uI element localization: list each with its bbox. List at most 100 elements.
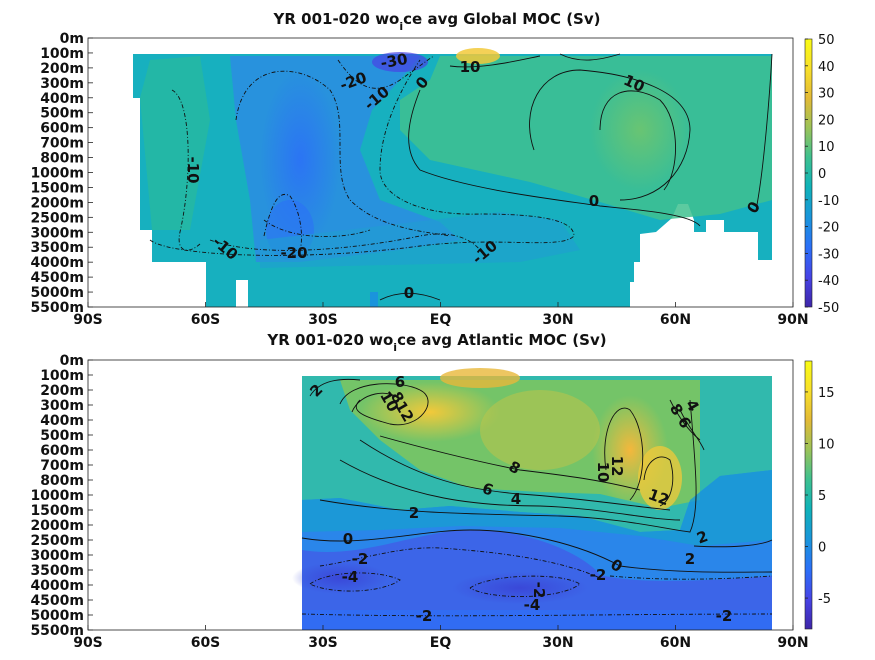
colorbar-tick-label: 40 xyxy=(818,60,835,75)
y-tick-label: 600m xyxy=(40,443,84,459)
x-tick-label: 30S xyxy=(308,312,338,328)
global-moc-colorbar-ticks: 50 40 30 20 10 0 -10 -20 -30 -40 -50 xyxy=(805,33,839,316)
x-tick-label: 90S xyxy=(73,312,103,328)
atlantic-moc-title: YR 001-020 woice avg Atlantic MOC (Sv) xyxy=(266,331,606,354)
x-tick-label: EQ xyxy=(430,635,452,651)
atlantic-moc-field xyxy=(292,368,772,630)
y-tick-label: 5000m xyxy=(30,285,84,301)
atlantic-contour-label: 12 xyxy=(608,456,626,477)
y-tick-label: 200m xyxy=(40,61,84,77)
y-tick-label: 200m xyxy=(40,383,84,399)
y-tick-label: 3500m xyxy=(30,563,84,579)
y-tick-label: 700m xyxy=(40,136,84,152)
y-tick-label: 5500m xyxy=(30,300,84,316)
colorbar-tick-label: -20 xyxy=(818,221,839,236)
colorbar-tick-label: 10 xyxy=(818,140,835,155)
colorbar-tick-label: 10 xyxy=(818,437,835,452)
colorbar-tick-label: 30 xyxy=(818,87,835,102)
y-tick-label: 100m xyxy=(40,368,84,384)
atlantic-contour-label: -2 xyxy=(716,607,733,625)
y-tick-label: 3500m xyxy=(30,240,84,256)
colorbar-tick-label: -30 xyxy=(818,247,839,262)
atlantic-contour-label: -4 xyxy=(524,596,541,614)
atlantic-contour-label: -2 xyxy=(352,550,369,568)
atlantic-moc-x-axis: 90S 60S 30S EQ 30N 60N 90N xyxy=(73,625,809,651)
atlantic-contour-label: 0 xyxy=(343,530,353,548)
y-tick-label: 400m xyxy=(40,413,84,429)
x-tick-label: EQ xyxy=(430,312,452,328)
y-tick-label: 1000m xyxy=(30,166,84,182)
global-moc-panel: YR 001-020 woice avg Global MOC (Sv) xyxy=(30,10,839,328)
y-tick-label: 0m xyxy=(60,353,84,369)
atlantic-contour-label: 2 xyxy=(685,550,695,568)
y-tick-label: 5000m xyxy=(30,608,84,624)
y-tick-label: 2000m xyxy=(30,518,84,534)
x-tick-label: 30N xyxy=(542,635,573,651)
y-tick-label: 500m xyxy=(40,428,84,444)
atlantic-field-mid-band xyxy=(302,470,772,546)
colorbar-tick-label: -50 xyxy=(818,301,839,316)
x-tick-label: 90N xyxy=(777,312,808,328)
y-tick-label: 300m xyxy=(40,76,84,92)
global-contour-label: -20 xyxy=(280,244,307,262)
colorbar-tick-label: -40 xyxy=(818,274,839,289)
y-tick-label: 4000m xyxy=(30,578,84,594)
y-tick-label: 100m xyxy=(40,46,84,62)
atlantic-contour-label: -2 xyxy=(590,566,607,584)
y-tick-label: 500m xyxy=(40,106,84,122)
colorbar-tick-label: 5 xyxy=(818,489,826,504)
global-moc-y-axis: 0m100m200m300m400m500m600m700m800m1000m1… xyxy=(30,31,93,316)
global-contour-label: -30 xyxy=(379,50,409,72)
x-tick-label: 60N xyxy=(660,312,691,328)
y-tick-label: 3000m xyxy=(30,548,84,564)
y-tick-label: 4500m xyxy=(30,593,84,609)
y-tick-label: 800m xyxy=(40,151,84,167)
global-field-strip xyxy=(370,292,378,307)
y-tick-label: 5500m xyxy=(30,623,84,639)
global-contour-label: -10 xyxy=(184,156,202,183)
colorbar-tick-label: -5 xyxy=(818,592,831,607)
global-contour-label: 0 xyxy=(589,192,599,210)
atlantic-moc-panel: YR 001-020 woice avg Atlantic MOC (Sv) xyxy=(30,331,834,651)
global-moc-field xyxy=(133,48,772,307)
colorbar-tick-label: 15 xyxy=(818,386,835,401)
y-tick-label: 800m xyxy=(40,473,84,489)
y-tick-label: 3000m xyxy=(30,225,84,241)
atlantic-contour-label: 4 xyxy=(511,490,521,508)
global-field-lower-band xyxy=(260,212,580,268)
colorbar-tick-label: 50 xyxy=(818,33,835,48)
colorbar-tick-label: 20 xyxy=(818,113,835,128)
global-contour-label: 0 xyxy=(404,284,414,302)
x-tick-label: 30S xyxy=(308,635,338,651)
x-tick-label: 60S xyxy=(191,312,221,328)
atlantic-contour-label: 10 xyxy=(594,462,612,483)
colorbar-tick-label: 0 xyxy=(818,541,826,556)
y-tick-label: 1500m xyxy=(30,180,84,196)
x-tick-label: 30N xyxy=(542,312,573,328)
colorbar-tick-label: -10 xyxy=(818,194,839,209)
y-tick-label: 2500m xyxy=(30,210,84,226)
y-tick-label: 1500m xyxy=(30,503,84,519)
y-tick-label: 0m xyxy=(60,31,84,47)
global-moc-title: YR 001-020 woice avg Global MOC (Sv) xyxy=(273,10,601,33)
global-moc-x-axis: 90S 60S 30S EQ 30N 60N 90N xyxy=(73,302,809,328)
atlantic-moc-colorbar-ticks: 15 10 5 0 -5 xyxy=(805,386,835,607)
y-tick-label: 4500m xyxy=(30,270,84,286)
y-tick-label: 4000m xyxy=(30,255,84,271)
atlantic-contour-label: 6 xyxy=(395,373,405,391)
x-tick-label: 60S xyxy=(191,635,221,651)
y-tick-label: 400m xyxy=(40,91,84,107)
atlantic-contour-label: -2 xyxy=(416,607,433,625)
y-tick-label: 600m xyxy=(40,121,84,137)
y-tick-label: 2500m xyxy=(30,533,84,549)
global-contours xyxy=(149,53,773,301)
global-contour-label: 10 xyxy=(460,58,481,76)
x-tick-label: 90N xyxy=(777,635,808,651)
x-tick-label: 60N xyxy=(660,635,691,651)
atlantic-contour-label: 2 xyxy=(409,504,419,522)
atlantic-contour-label: -2 xyxy=(530,582,548,599)
atlantic-contour-label: -4 xyxy=(342,568,359,586)
y-tick-label: 700m xyxy=(40,458,84,474)
atlantic-contours xyxy=(301,378,773,617)
